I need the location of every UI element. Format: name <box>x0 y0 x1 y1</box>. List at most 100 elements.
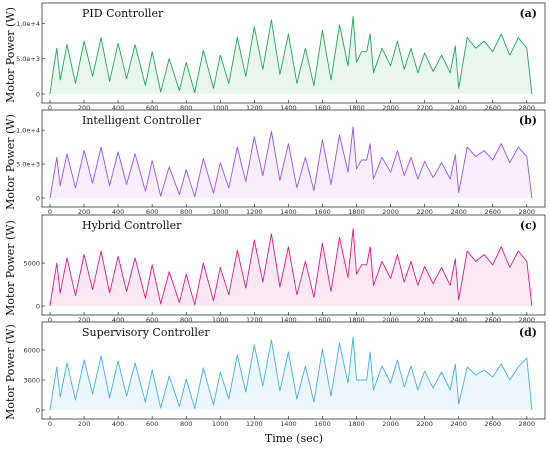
panel-a-x-tick-label-5: 1000 <box>212 104 229 112</box>
panel-a-tag: (a) <box>519 7 537 20</box>
panel-c-x-tick-label-12: 2400 <box>450 316 467 324</box>
panel-d-x-tick-label-4: 800 <box>180 420 192 428</box>
panel-a-y-tick-label-0: 0 <box>36 90 40 98</box>
panel-a-y-tick-label-2: 1.0e+4 <box>16 20 40 28</box>
panel-a-x-tick-label-0: 0 <box>48 104 52 112</box>
panel-a-title: PID Controller <box>82 7 164 20</box>
panel-a-x-tick-label-10: 2000 <box>382 104 399 112</box>
panel-c-y-tick-label-1: 5000 <box>23 259 40 267</box>
panel-c-x-tick-label-6: 1200 <box>246 316 263 324</box>
panel-d: 0 200 400 600 800 1000 1200 1400 1600 1800 2000 220… <box>23 321 546 428</box>
y-axis-label-panel-b: Motor Power (W) <box>4 114 17 210</box>
y-axis-label-panel-c: Motor Power (W) <box>4 220 17 316</box>
panel-a-x-tick-label-6: 1200 <box>246 104 263 112</box>
panel-d-frame <box>41 321 546 420</box>
panel-c-x-tick-label-0: 0 <box>48 316 52 324</box>
panel-d-y-tick-label-0: 0 <box>36 406 40 414</box>
panel-a-x-tick-label-9: 1800 <box>348 104 365 112</box>
panel-a-series-0-band <box>50 16 532 94</box>
panel-c-title: Hybrid Controller <box>82 219 182 232</box>
panel-c-x-tick-label-11: 2200 <box>416 316 433 324</box>
panel-a-x-tick-label-12: 2400 <box>450 104 467 112</box>
panel-c-x-tick-label-9: 1800 <box>348 316 365 324</box>
panel-d-x-tick-label-1: 200 <box>78 420 90 428</box>
panel-c-frame <box>41 214 546 316</box>
panel-b-tag: (b) <box>519 114 537 127</box>
panel-c-x-tick-label-7: 1400 <box>280 316 297 324</box>
panel-c-x-tick-label-10: 2000 <box>382 316 399 324</box>
panel-b-y-tick-label-2: 1.0e+4 <box>16 126 40 134</box>
panel-b-y-tick-label-1: 5.0e+3 <box>16 160 40 168</box>
panel-a-x-tick-label-1: 200 <box>78 104 90 112</box>
panel-c-x-tick-label-2: 400 <box>112 316 124 324</box>
panel-a-x-tick-label-14: 2800 <box>519 104 536 112</box>
panel-b-x-tick-label-3: 600 <box>146 208 158 216</box>
panel-d-x-tick-label-6: 1200 <box>246 420 263 428</box>
panel-b-x-tick-label-9: 1800 <box>348 208 365 216</box>
panel-d-tag: (d) <box>519 326 537 339</box>
panel-c-x-tick-label-8: 1600 <box>314 316 331 324</box>
panel-b-x-tick-label-7: 1400 <box>280 208 297 216</box>
panel-b-x-tick-label-11: 2200 <box>416 208 433 216</box>
panel-b-x-tick-label-12: 2400 <box>450 208 467 216</box>
y-axis-label-panel-a: Motor Power (W) <box>4 7 17 103</box>
panel-b: 0 200 400 600 800 1000 1200 1400 1600 1800 2000 220… <box>16 109 546 216</box>
panel-a-series-0-line <box>49 15 533 95</box>
panel-a-x-tick-label-3: 600 <box>146 104 158 112</box>
panel-c-series-0-line <box>49 228 533 307</box>
panel-b-x-tick-label-2: 400 <box>112 208 124 216</box>
panel-d-x-tick-label-8: 1600 <box>314 420 331 428</box>
panel-c-x-tick-label-1: 200 <box>78 316 90 324</box>
panel-a-y-tick-label-1: 5.0e+3 <box>16 55 40 63</box>
panel-d-x-tick-label-14: 2800 <box>519 420 536 428</box>
panel-d-x-tick-label-2: 400 <box>112 420 124 428</box>
panel-c-x-tick-label-5: 1000 <box>212 316 229 324</box>
panel-c-y-tick-label-0: 0 <box>36 302 40 310</box>
panel-b-x-tick-label-0: 0 <box>48 208 52 216</box>
panel-c-x-tick-label-3: 600 <box>146 316 158 324</box>
panel-a-frame <box>41 2 546 104</box>
panel-d-x-tick-label-0: 0 <box>48 420 52 428</box>
panel-a-x-tick-label-7: 1400 <box>280 104 297 112</box>
panel-c: 0 200 400 600 800 1000 1200 1400 1600 1800 2000 220… <box>23 214 546 324</box>
y-axis-label-panel-d: Motor Power (W) <box>4 324 17 420</box>
panel-d-x-tick-label-12: 2400 <box>450 420 467 428</box>
panel-c-x-tick-label-4: 800 <box>180 316 192 324</box>
panel-b-x-tick-label-13: 2600 <box>484 208 501 216</box>
panel-a: 0 200 400 600 800 1000 1200 1400 1600 1800 2000 220… <box>16 2 546 112</box>
panel-b-x-tick-label-4: 800 <box>180 208 192 216</box>
panel-b-x-tick-label-5: 1000 <box>212 208 229 216</box>
panel-c-x-tick-label-13: 2600 <box>484 316 501 324</box>
panel-b-series-0-line <box>49 126 533 199</box>
panel-c-x-tick-label-14: 2800 <box>519 316 536 324</box>
panel-d-x-tick-label-9: 1800 <box>348 420 365 428</box>
panel-b-x-tick-label-8: 1600 <box>314 208 331 216</box>
panel-b-x-tick-label-10: 2000 <box>382 208 399 216</box>
panel-d-x-tick-label-7: 1400 <box>280 420 297 428</box>
panel-a-x-tick-label-8: 1600 <box>314 104 331 112</box>
panel-d-series-0-band <box>50 337 532 410</box>
panel-c-tag: (c) <box>520 219 537 232</box>
panel-d-x-tick-label-3: 600 <box>146 420 158 428</box>
panel-d-title: Supervisory Controller <box>82 326 210 339</box>
panel-d-y-tick-label-1: 3000 <box>23 376 40 384</box>
panel-a-x-tick-label-4: 800 <box>180 104 192 112</box>
panel-d-x-tick-label-5: 1000 <box>212 420 229 428</box>
panel-d-x-tick-label-13: 2600 <box>484 420 501 428</box>
panel-b-x-tick-label-14: 2800 <box>519 208 536 216</box>
panel-a-x-tick-label-11: 2200 <box>416 104 433 112</box>
panel-b-y-tick-label-0: 0 <box>36 194 40 202</box>
panel-a-x-tick-label-2: 400 <box>112 104 124 112</box>
x-axis-label: Time (sec) <box>265 432 323 445</box>
panel-d-x-tick-label-10: 2000 <box>382 420 399 428</box>
panel-d-series-0-line <box>49 336 533 411</box>
panel-b-x-tick-label-1: 200 <box>78 208 90 216</box>
panel-b-title: Intelligent Controller <box>82 114 201 127</box>
panel-b-series-0-band <box>50 126 532 198</box>
panel-d-x-tick-label-11: 2200 <box>416 420 433 428</box>
panel-c-series-0-band <box>50 228 532 306</box>
panels: 0 200 400 600 800 1000 1200 1400 1600 1800 2000 220… <box>16 2 546 428</box>
panel-b-frame <box>41 109 546 208</box>
panel-d-y-tick-label-2: 6000 <box>23 346 40 354</box>
